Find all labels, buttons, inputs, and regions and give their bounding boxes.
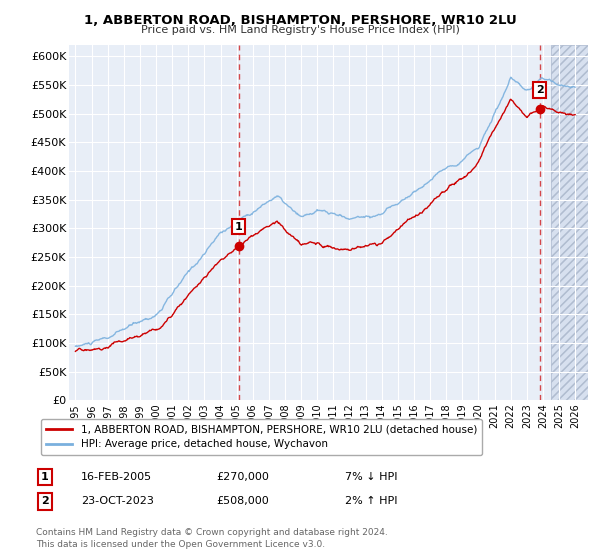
Legend: 1, ABBERTON ROAD, BISHAMPTON, PERSHORE, WR10 2LU (detached house), HPI: Average : 1, ABBERTON ROAD, BISHAMPTON, PERSHORE, …: [41, 419, 482, 455]
Text: Price paid vs. HM Land Registry's House Price Index (HPI): Price paid vs. HM Land Registry's House …: [140, 25, 460, 35]
Text: 2: 2: [41, 496, 49, 506]
Text: 2% ↑ HPI: 2% ↑ HPI: [345, 496, 398, 506]
Text: 1: 1: [235, 222, 242, 232]
Text: Contains HM Land Registry data © Crown copyright and database right 2024.: Contains HM Land Registry data © Crown c…: [36, 528, 388, 536]
Text: 2: 2: [536, 85, 544, 95]
Text: £270,000: £270,000: [216, 472, 269, 482]
Text: £508,000: £508,000: [216, 496, 269, 506]
Text: 7% ↓ HPI: 7% ↓ HPI: [345, 472, 398, 482]
Text: 16-FEB-2005: 16-FEB-2005: [81, 472, 152, 482]
Bar: [551, 45, 591, 400]
Text: 1: 1: [41, 472, 49, 482]
Text: This data is licensed under the Open Government Licence v3.0.: This data is licensed under the Open Gov…: [36, 540, 325, 549]
Text: 1, ABBERTON ROAD, BISHAMPTON, PERSHORE, WR10 2LU: 1, ABBERTON ROAD, BISHAMPTON, PERSHORE, …: [83, 14, 517, 27]
Bar: [551, 45, 591, 400]
Text: 23-OCT-2023: 23-OCT-2023: [81, 496, 154, 506]
